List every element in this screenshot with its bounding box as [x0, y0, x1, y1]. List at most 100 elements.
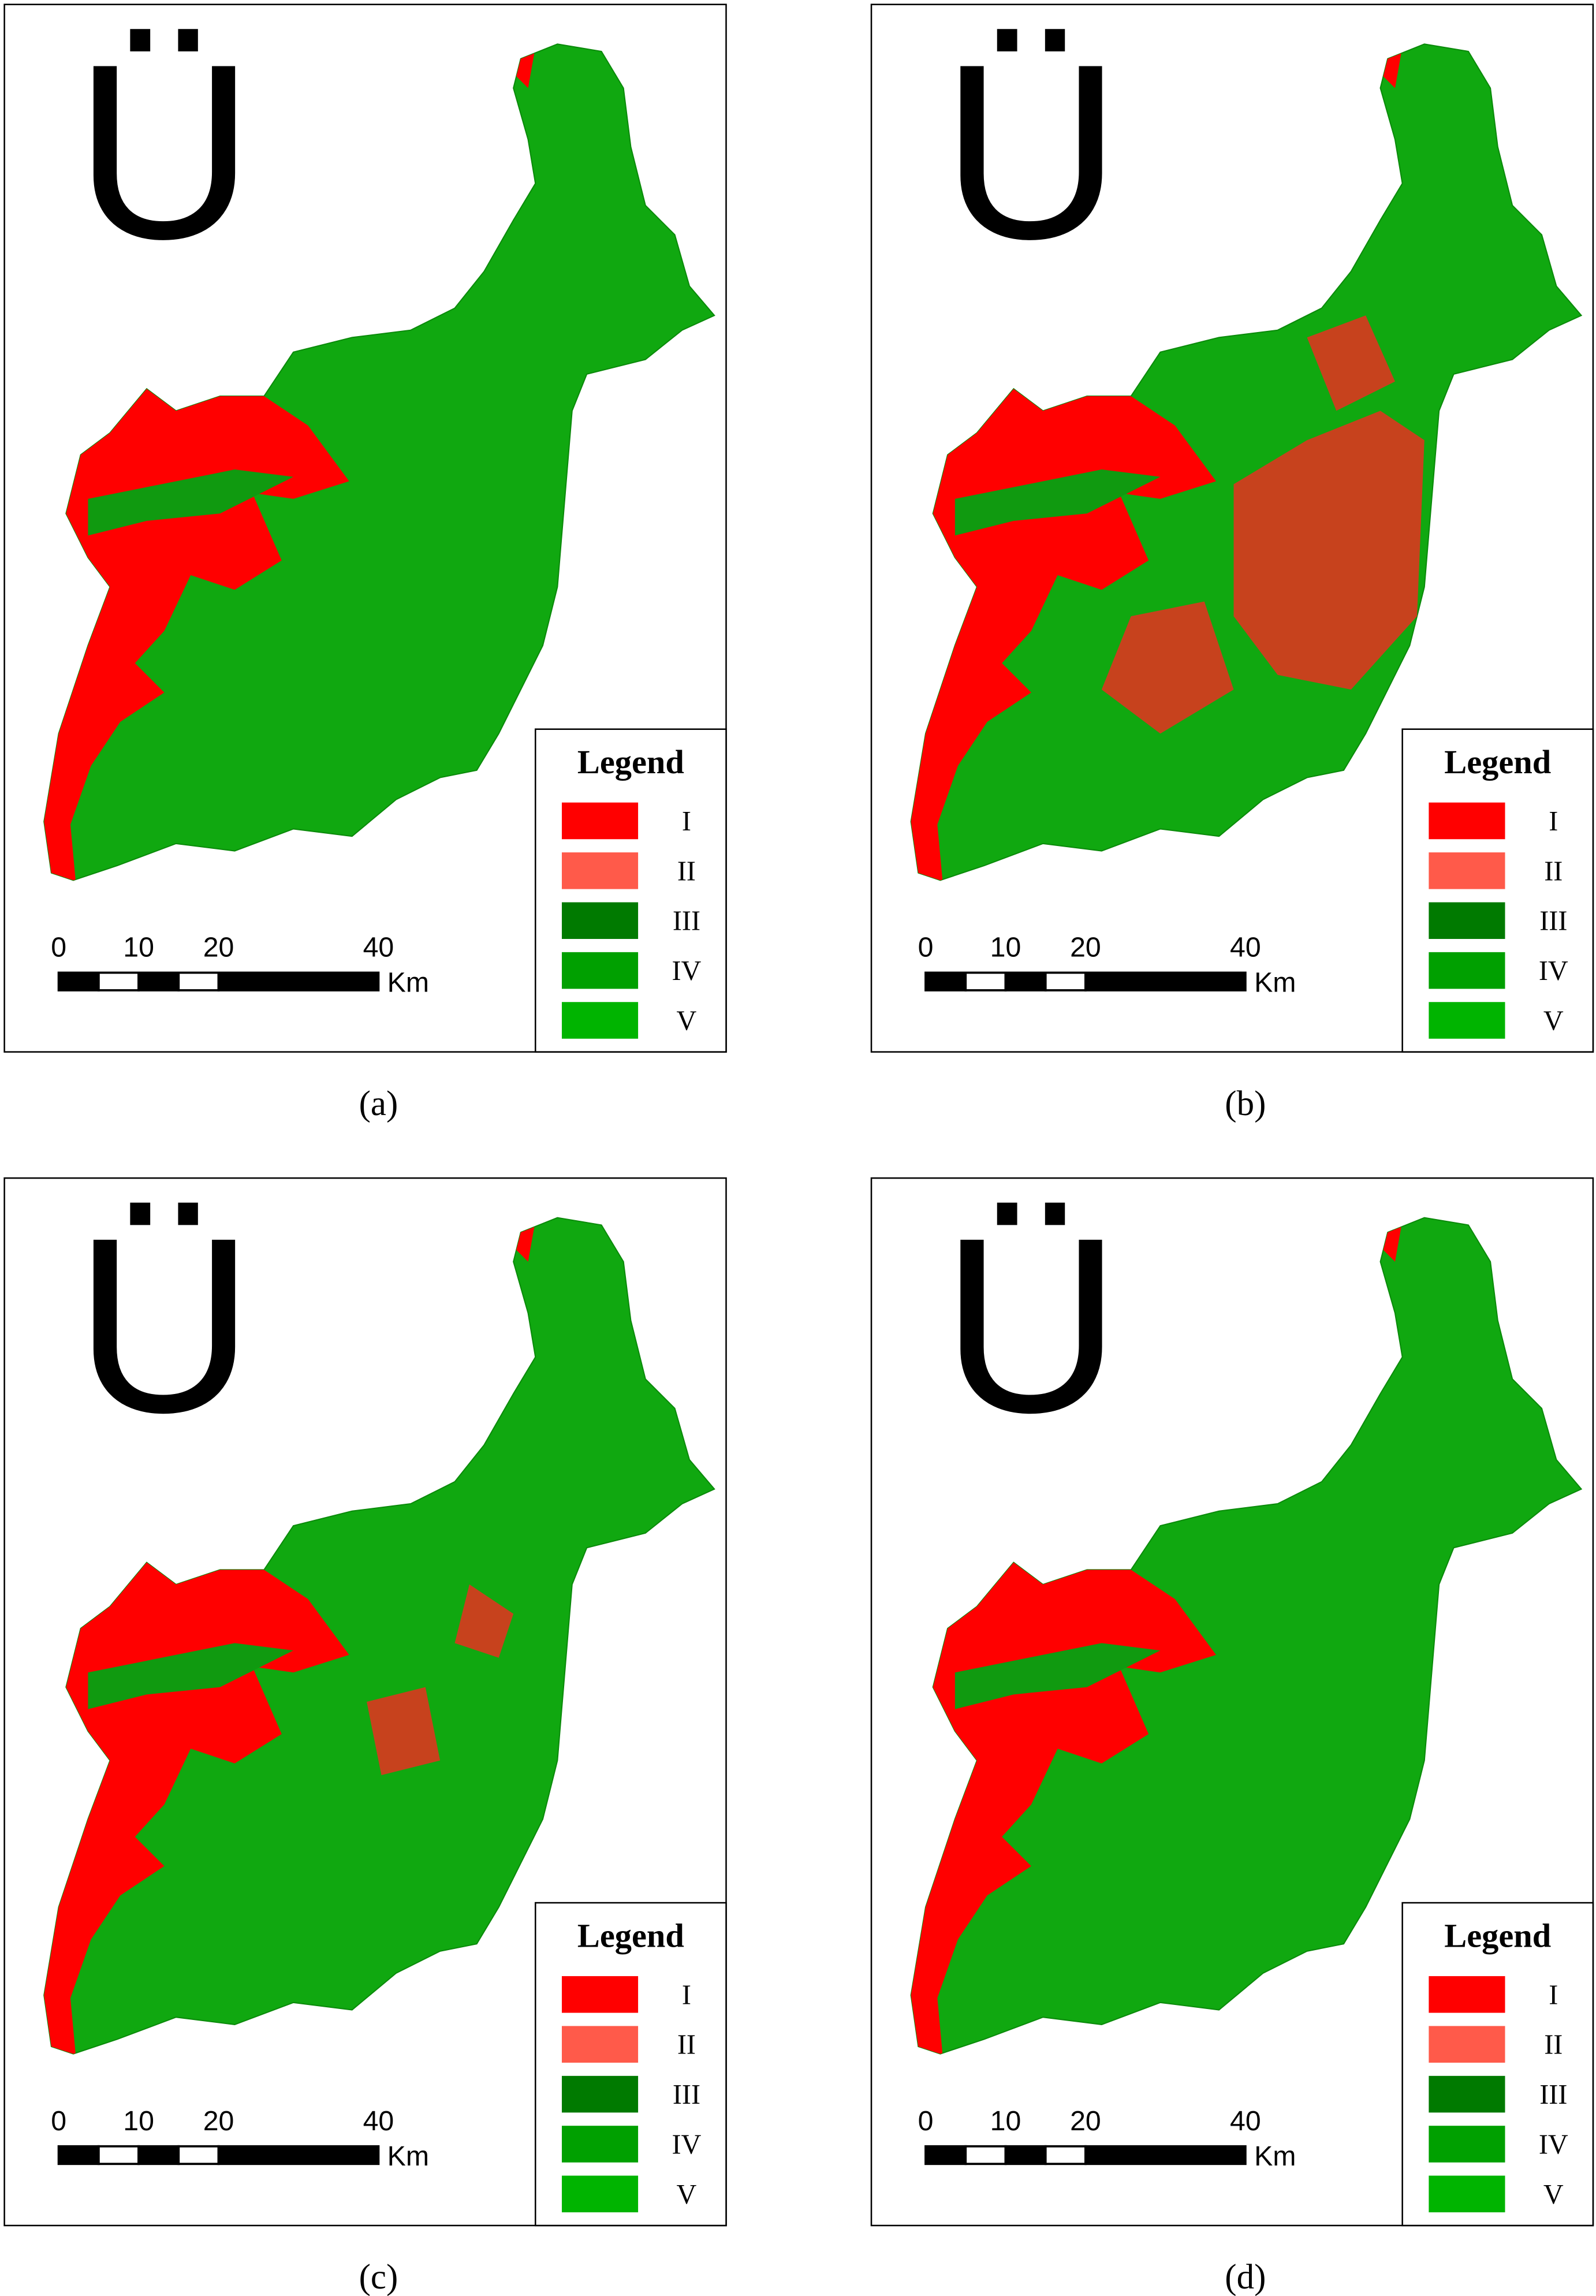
zone-high	[1233, 411, 1425, 690]
zone-low	[88, 469, 294, 536]
scale-bar-segment	[964, 2145, 1007, 2165]
legend-swatch	[1429, 2026, 1505, 2063]
scale-bar-segment	[1044, 971, 1087, 992]
legend-swatch	[1429, 802, 1505, 840]
legend-label: V	[1543, 2179, 1564, 2210]
legend-label: V	[1543, 1005, 1564, 1036]
basin-area	[43, 43, 715, 881]
zone-high	[367, 1687, 441, 1776]
legend-box	[534, 1902, 727, 2227]
scale-unit: Km	[1254, 2141, 1296, 2172]
panel-frame	[870, 1177, 1594, 2227]
legend-swatch	[1429, 902, 1505, 939]
legend-swatch	[1429, 2126, 1505, 2163]
legend-label: II	[677, 2030, 696, 2060]
legend-swatch	[561, 952, 639, 989]
scale-bar-segment	[924, 971, 967, 992]
legend-label: III	[673, 2079, 700, 2110]
scale-bar-segment	[1004, 2145, 1047, 2165]
scale-bar-segment	[1084, 971, 1247, 992]
legend-swatch	[561, 2175, 639, 2213]
legend-box	[1401, 728, 1594, 1053]
scale-unit: Km	[387, 967, 429, 998]
panel-caption: (b)	[1225, 1084, 1266, 1123]
scale-bar-segment	[57, 2145, 100, 2165]
panel-caption: (d)	[1225, 2258, 1266, 2296]
legend-label: II	[677, 856, 696, 886]
legend-label: IV	[672, 956, 701, 986]
zone-low	[954, 469, 1161, 536]
legend-swatch	[561, 2075, 639, 2113]
legend-swatch	[561, 2026, 639, 2063]
scale-label: 0	[51, 931, 66, 963]
scale-bar-segment	[1084, 2145, 1247, 2165]
scale-label: 20	[1070, 2105, 1101, 2137]
scale-label: 0	[918, 2105, 934, 2137]
legend-swatch	[561, 802, 639, 840]
north-arrow: Ü	[941, 1186, 1121, 1464]
legend-label: V	[676, 1005, 696, 1036]
legend-title: Legend	[1444, 743, 1551, 781]
panel-frame	[3, 3, 727, 1053]
scale-label: 40	[1230, 931, 1261, 963]
legend-swatch	[561, 902, 639, 939]
panel-frame	[3, 1177, 727, 2227]
legend-label: IV	[1539, 2129, 1568, 2160]
scale-unit: Km	[387, 2141, 429, 2172]
north-arrow: Ü	[74, 12, 255, 291]
legend-label: III	[1539, 2079, 1567, 2110]
scale-bar-segment	[177, 2145, 220, 2165]
scale-bar-segment	[1044, 2145, 1087, 2165]
zone-low	[88, 1643, 294, 1709]
scale-label: 40	[1230, 2105, 1261, 2137]
scale-label: 10	[990, 2105, 1021, 2137]
scale-unit: Km	[1254, 967, 1296, 998]
basin-area	[910, 1217, 1583, 2055]
legend-label: I	[682, 806, 691, 837]
scale-bar-segment	[217, 971, 380, 992]
scale-label: 40	[363, 931, 394, 963]
legend-label: II	[1544, 2030, 1563, 2060]
legend-title: Legend	[1444, 1917, 1551, 1954]
scale-bar-segment	[97, 2145, 140, 2165]
basin-area	[43, 1217, 715, 2055]
zone-high	[454, 1584, 514, 1658]
legend-title: Legend	[577, 1917, 684, 1954]
basin-area	[910, 43, 1583, 881]
zone-low	[954, 1643, 1161, 1709]
scale-label: 0	[51, 2105, 66, 2137]
legend-label: I	[682, 1980, 691, 2010]
scale-label: 20	[203, 2105, 234, 2137]
scale-bar-segment	[964, 971, 1007, 992]
legend-label: II	[1544, 856, 1563, 886]
legend-label: IV	[1539, 956, 1568, 986]
panel-frame	[870, 3, 1594, 1053]
zone-high	[1307, 315, 1395, 411]
scale-label: 10	[123, 2105, 154, 2137]
legend-box	[534, 728, 727, 1053]
panel-caption: (a)	[359, 1084, 398, 1123]
legend-swatch	[1429, 1002, 1505, 1039]
legend-swatch	[561, 1002, 639, 1039]
scale-bar-segment	[97, 971, 140, 992]
legend-swatch	[1429, 1976, 1505, 2013]
scale-bar-segment	[1004, 971, 1047, 992]
scale-bar-segment	[924, 2145, 967, 2165]
scale-label: 20	[203, 931, 234, 963]
legend-swatch	[561, 852, 639, 889]
legend-swatch	[1429, 2075, 1505, 2113]
legend-swatch	[561, 1976, 639, 2013]
legend-swatch	[1429, 2175, 1505, 2213]
legend-title: Legend	[577, 743, 684, 781]
legend-label: IV	[672, 2129, 701, 2160]
legend-label: III	[1539, 906, 1567, 937]
panel-caption: (c)	[359, 2258, 398, 2296]
scale-bar-segment	[137, 971, 180, 992]
legend-label: V	[676, 2179, 696, 2210]
scale-label: 20	[1070, 931, 1101, 963]
